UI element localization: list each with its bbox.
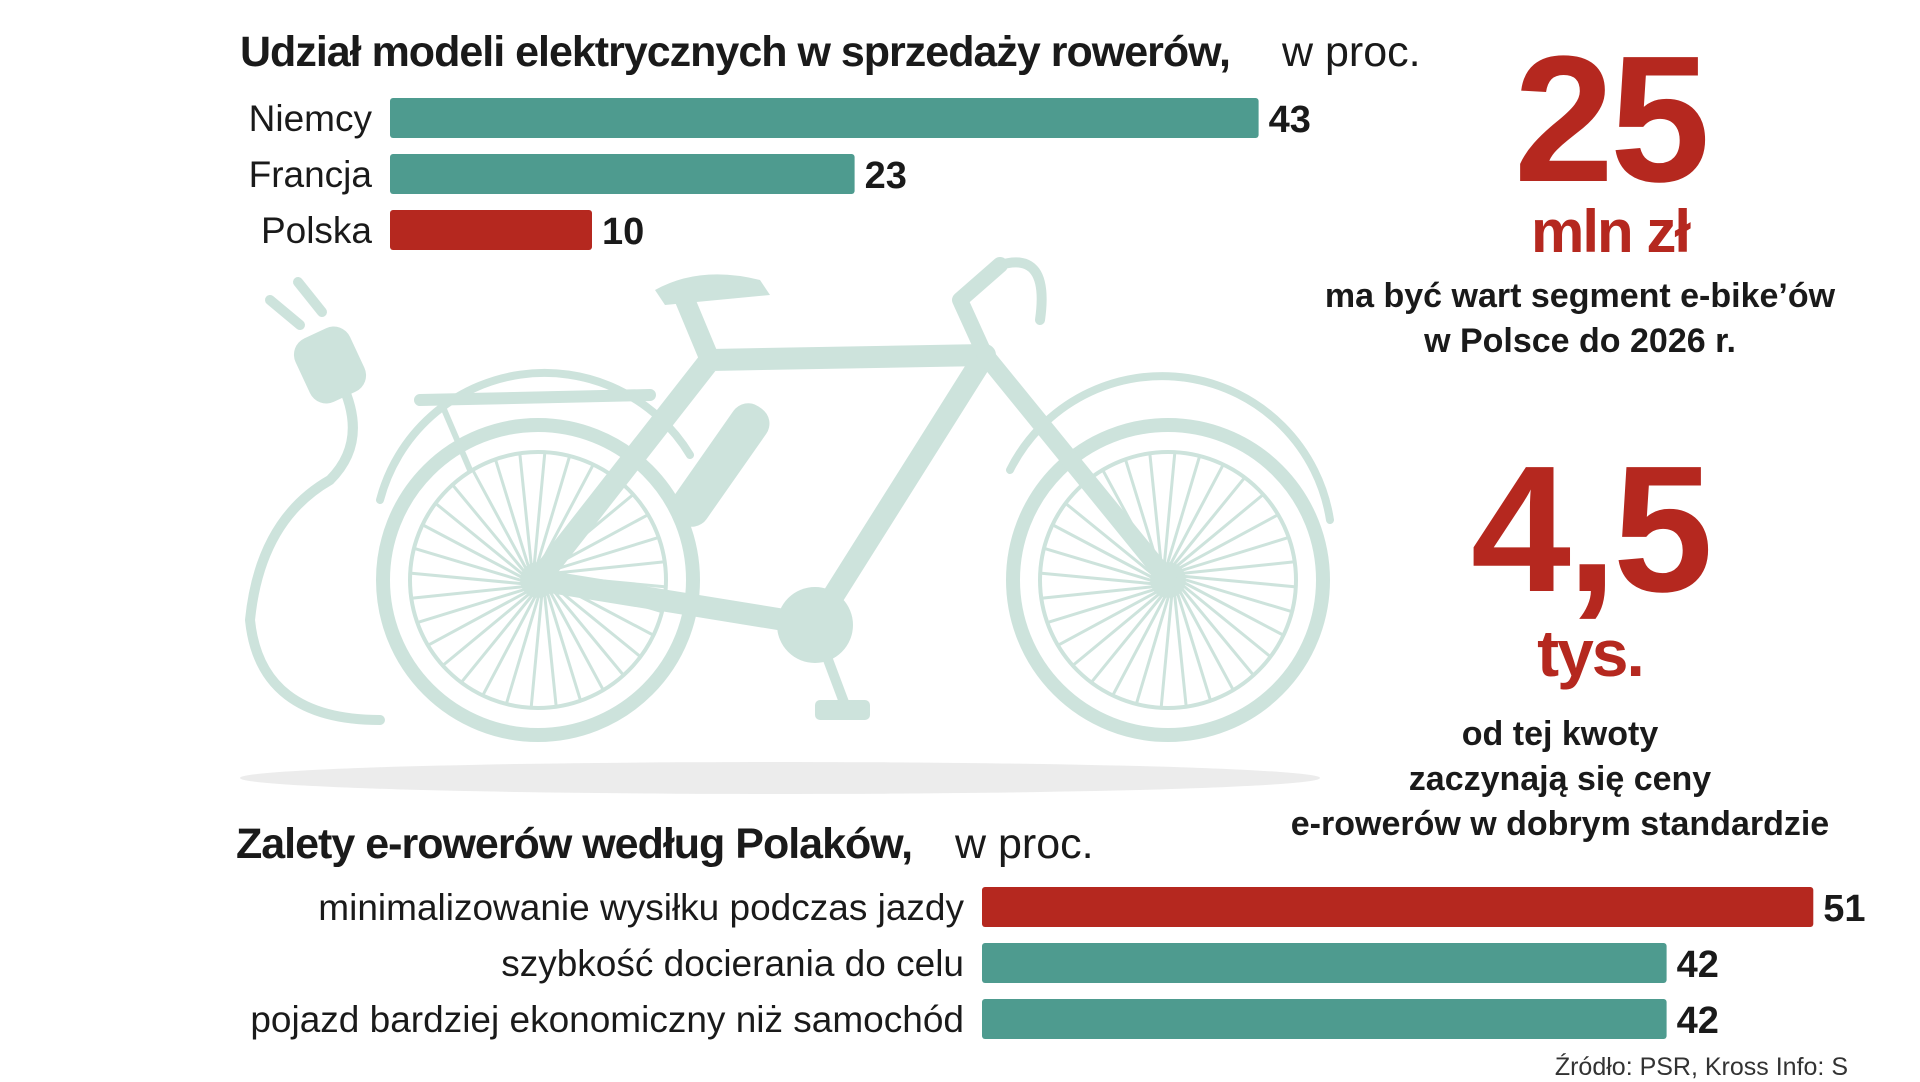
bar-value-2-0: 51 xyxy=(1823,888,1865,930)
bar-value-1-1: 23 xyxy=(865,155,907,197)
bar-value-2-2: 42 xyxy=(1677,1000,1719,1042)
bar-label-1-1: Francja xyxy=(249,154,373,195)
electric-bicycle-icon xyxy=(240,257,1334,794)
bar-value-1-0: 43 xyxy=(1269,99,1311,141)
bar-label-1-2: Polska xyxy=(261,210,372,251)
stat-desc-2-line-1: od tej kwoty xyxy=(1461,715,1659,753)
stat-desc-2-line-2: zaczynają się ceny xyxy=(1408,760,1712,798)
chart2-title: Zalety e-rowerów według Polaków, xyxy=(236,820,912,868)
bar-label-2-2: pojazd bardziej ekonomiczny niż samochód xyxy=(250,999,964,1040)
bar-1-0 xyxy=(390,98,1259,138)
stat-desc-1-line-2: w Polsce do 2026 r. xyxy=(1424,322,1736,360)
stat-desc-1-line-1: ma być wart segment e-bike’ów xyxy=(1324,277,1836,315)
chart-advantages: Zalety e-rowerów według Polaków, w proc.… xyxy=(236,820,1866,1042)
bar-1-2 xyxy=(390,210,592,250)
source-note: Źródło: PSR, Kross Info: S xyxy=(1554,1053,1848,1081)
bar-2-1 xyxy=(982,943,1667,983)
stat-value-25: 25 xyxy=(1513,19,1710,220)
bar-value-2-1: 42 xyxy=(1677,944,1719,986)
chart1-title-suffix: w proc. xyxy=(1281,28,1421,76)
stat-unit-tys: tys. xyxy=(1537,616,1645,690)
chart1-title: Udział modeli elektrycznych w sprzedaży … xyxy=(240,28,1230,76)
chart-share-electric: Udział modeli elektrycznych w sprzedaży … xyxy=(240,28,1421,253)
bar-value-1-2: 10 xyxy=(602,211,644,253)
stat-desc-1: ma być wart segment e-bike’ów w Polsce d… xyxy=(1300,274,1860,364)
stat-desc-2: od tej kwoty zaczynają się ceny e-roweró… xyxy=(1260,712,1860,847)
stat-desc-2-line-3: e-rowerów w dobrym standardzie xyxy=(1290,805,1830,843)
stat-value-4-5: 4,5 xyxy=(1470,429,1713,630)
stat-unit-mln: mln zł xyxy=(1530,198,1691,265)
bar-label-2-1: szybkość docierania do celu xyxy=(501,943,964,984)
bar-label-1-0: Niemcy xyxy=(249,98,373,139)
chart2-title-suffix: w proc. xyxy=(954,820,1094,868)
bar-2-2 xyxy=(982,999,1667,1039)
bar-1-1 xyxy=(390,154,855,194)
bar-2-0 xyxy=(982,887,1814,927)
bar-label-2-0: minimalizowanie wysiłku podczas jazdy xyxy=(318,887,964,928)
